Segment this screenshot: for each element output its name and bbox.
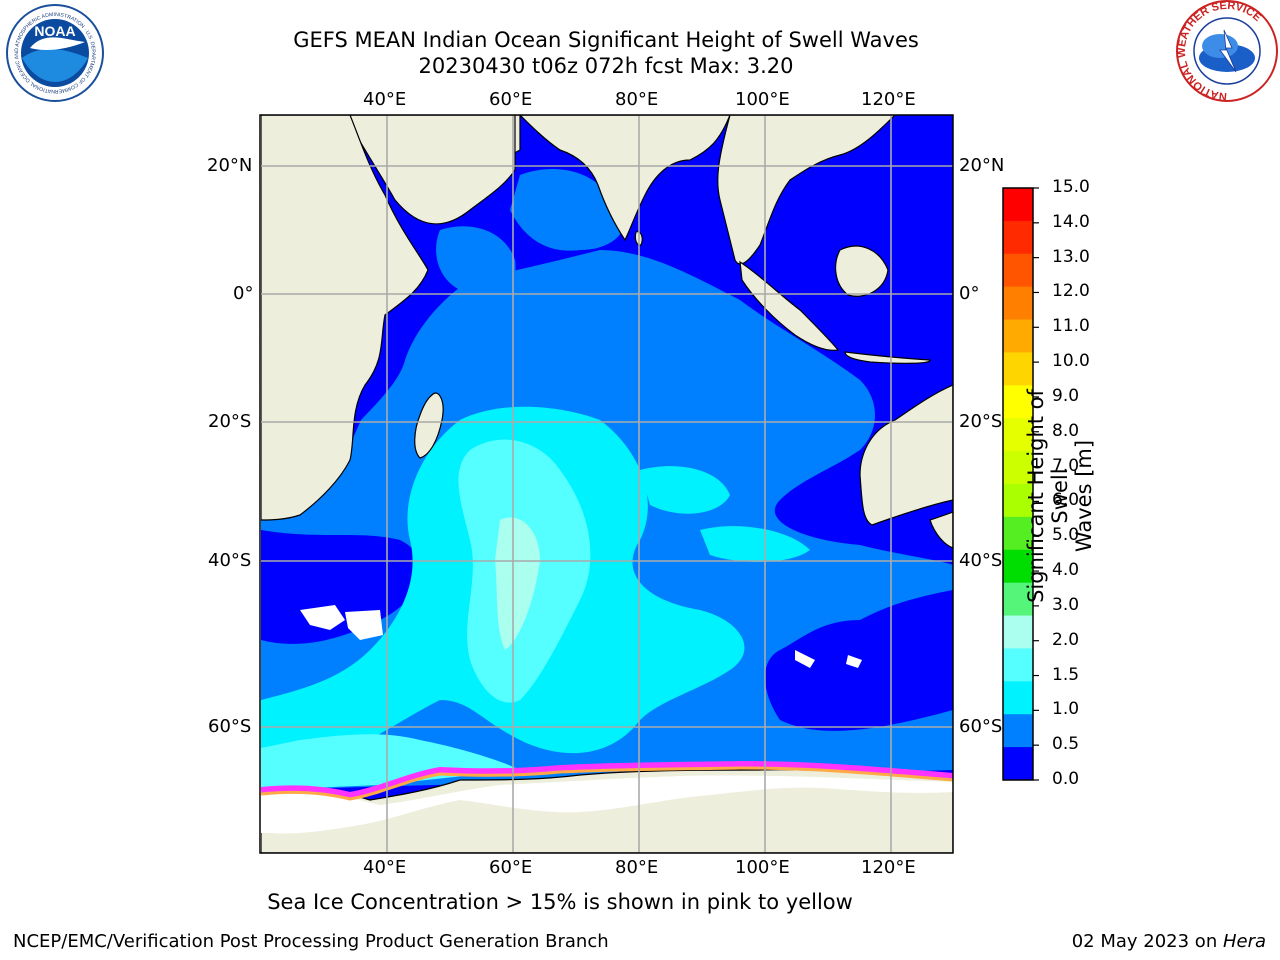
- lat-label-left-20s: 20°S: [208, 411, 252, 432]
- colorbar-tick-label: 10.0: [1052, 351, 1090, 372]
- colorbar-tick-label: 2.0: [1052, 629, 1080, 650]
- colorbar-tick-label: 4.0: [1052, 560, 1080, 581]
- colorbar: [1003, 187, 1039, 781]
- lat-label-right-20n: 20°N: [959, 155, 1005, 176]
- lat-label-left-40s: 40°S: [208, 550, 252, 571]
- ice-patches: [300, 605, 862, 668]
- footer-date-text: 02 May 2023 on: [1071, 931, 1223, 952]
- colorbar-frame: [1002, 187, 1034, 781]
- colorbar-swatch: [1003, 582, 1033, 617]
- colorbar-swatch: [1003, 747, 1033, 781]
- colorbar-swatch: [1003, 418, 1033, 452]
- colorbar-tick-label: 13.0: [1052, 246, 1090, 267]
- colorbar-swatch: [1003, 516, 1033, 551]
- lat-label-left-20n: 20°N: [207, 155, 253, 176]
- colorbar-swatch: [1003, 352, 1033, 386]
- lat-label-left-0: 0°: [233, 283, 254, 304]
- lat-label-right-0: 0°: [959, 283, 980, 304]
- footer-host: Hera: [1222, 931, 1266, 952]
- lon-label-top-120e: 120°E: [861, 89, 916, 110]
- sea-ice-orange: [261, 766, 953, 801]
- colorbar-swatch: [1003, 385, 1033, 419]
- colorbar-swatch: [1003, 681, 1033, 715]
- footer-date: 02 May 2023 on Hera: [1072, 931, 1266, 952]
- lat-label-left-60s: 60°S: [208, 716, 252, 737]
- lat-label-right-40s: 40°S: [959, 550, 1003, 571]
- noaa-logo-text: NOAA: [34, 23, 75, 39]
- colorbar-swatch: [1003, 714, 1033, 748]
- swell-band-2-0: [495, 517, 540, 650]
- sea-ice-caption: Sea Ice Concentration > 15% is shown in …: [267, 890, 853, 914]
- colorbar-title: Significant Height of Swell Waves [m]: [1024, 376, 1096, 616]
- ice-shelf-white: [261, 775, 953, 834]
- gridlines: [261, 115, 953, 853]
- colorbar-tick-label: 1.5: [1052, 664, 1080, 685]
- lon-label-bottom-40e: 40°E: [363, 857, 407, 878]
- lon-label-bottom-120e: 120°E: [861, 857, 916, 878]
- colorbar-swatch: [1003, 188, 1033, 222]
- colorbar-tick-label: 0.0: [1052, 769, 1080, 789]
- colorbar-tick-label: 15.0: [1052, 177, 1090, 197]
- footer-branch: NCEP/EMC/Verification Post Processing Pr…: [13, 931, 609, 952]
- nws-logo: NATIONAL WEATHER SERVICE: [1176, 0, 1278, 102]
- colorbar-tick-label: 7.0: [1052, 455, 1080, 476]
- sea-ice-edge: [261, 760, 953, 799]
- lon-label-top-40e: 40°E: [363, 89, 407, 110]
- colorbar-swatch: [1003, 220, 1033, 255]
- colorbar-swatch: [1003, 484, 1033, 518]
- noaa-logo: NOAA NATIONAL OCEANIC AND ATMOSPHERIC AD…: [0, 0, 104, 102]
- colorbar-tick-label: 11.0: [1052, 316, 1090, 337]
- lon-label-bottom-60e: 60°E: [489, 857, 533, 878]
- colorbar-swatch: [1003, 451, 1033, 485]
- colorbar-swatch: [1003, 648, 1033, 682]
- colorbar-tick-label: 5.0: [1052, 525, 1080, 546]
- colorbar-tick-label: 8.0: [1052, 420, 1080, 441]
- colorbar-tick-label: 12.0: [1052, 281, 1090, 302]
- colorbar-title-line2: Waves [m]: [1072, 439, 1096, 553]
- lon-label-top-80e: 80°E: [615, 89, 659, 110]
- colorbar-tick-label: 6.0: [1052, 490, 1080, 511]
- lon-label-bottom-80e: 80°E: [615, 857, 659, 878]
- lon-label-top-100e: 100°E: [735, 89, 790, 110]
- colorbar-tick-label: 14.0: [1052, 211, 1090, 232]
- lon-label-top-60e: 60°E: [489, 89, 533, 110]
- map-frame: [259, 114, 954, 854]
- colorbar-swatch: [1003, 319, 1033, 353]
- lat-label-right-20s: 20°S: [959, 411, 1003, 432]
- colorbar-tick-label: 1.0: [1052, 699, 1080, 720]
- colorbar-swatch: [1003, 549, 1033, 584]
- map-plot-area: [261, 115, 953, 853]
- colorbar-swatch: [1003, 253, 1033, 288]
- colorbar-swatch: [1003, 286, 1033, 321]
- colorbar-tick-label: 3.0: [1052, 594, 1080, 615]
- colorbar-swatch: [1003, 615, 1033, 649]
- colorbar-tick-label: 9.0: [1052, 385, 1080, 406]
- chart-title: GEFS MEAN Indian Ocean Significant Heigh…: [293, 28, 919, 52]
- colorbar-title-line1: Significant Height of Swell: [1024, 389, 1072, 603]
- lat-label-right-60s: 60°S: [959, 716, 1003, 737]
- lon-label-bottom-100e: 100°E: [735, 857, 790, 878]
- colorbar-tick-label: 0.5: [1052, 734, 1080, 755]
- swell-band-0-5-north: [436, 169, 625, 294]
- chart-subtitle: 20230430 t06z 072h fcst Max: 3.20: [418, 54, 794, 78]
